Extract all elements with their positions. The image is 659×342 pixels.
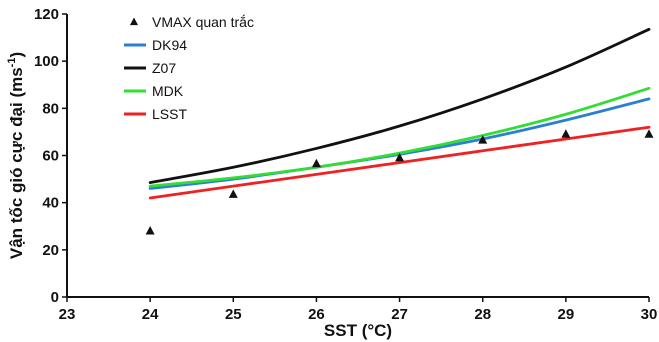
y-tick-label: 0 <box>51 289 59 306</box>
y-axis-title: Vận tốc gió cực đại (ms-1) <box>6 52 26 259</box>
y-tick-label: 80 <box>42 100 59 117</box>
y-ticks: 0 20 40 60 80 100 120 <box>34 6 67 306</box>
y-axis-title-close: ) <box>7 52 26 58</box>
y-tick-label: 120 <box>34 6 59 23</box>
points-layer <box>145 129 654 235</box>
y-axis-title-sup: -1 <box>6 58 18 68</box>
observed-vmax-point <box>228 189 238 198</box>
legend: VMAX quan trắc DK94 Z07 MDK LSST <box>124 14 254 122</box>
x-tick-label: 25 <box>225 306 242 323</box>
observed-vmax-point <box>145 225 155 235</box>
legend-label-z07: Z07 <box>152 60 176 76</box>
x-ticks: 23 24 25 26 27 28 29 30 <box>59 297 658 323</box>
x-tick-label: 26 <box>308 306 325 323</box>
observed-vmax-point <box>561 129 571 138</box>
x-axis-title: SST (°C) <box>324 321 392 340</box>
observed-vmax-point <box>478 135 488 144</box>
legend-label-dk94: DK94 <box>152 37 187 53</box>
series-layer <box>148 27 651 200</box>
series-line-lsst <box>148 125 651 200</box>
y-tick-label: 20 <box>42 242 59 259</box>
legend-label-lsst: LSST <box>152 106 187 122</box>
y-tick-label: 40 <box>42 195 59 212</box>
x-tick-label: 30 <box>641 306 658 323</box>
observed-vmax-point <box>395 152 405 162</box>
plot-area: 23 24 25 26 27 28 29 30 0 20 40 60 80 100 120 <box>34 6 657 323</box>
x-tick-label: 23 <box>59 306 76 323</box>
x-tick-label: 27 <box>391 306 408 323</box>
y-tick-label: 60 <box>42 148 59 165</box>
legend-label-mdk: MDK <box>152 83 184 99</box>
x-tick-label: 29 <box>558 306 575 323</box>
y-tick-label: 100 <box>34 53 59 70</box>
legend-marker-vmax <box>129 17 139 26</box>
series-line-z07 <box>148 27 651 185</box>
y-axis-title-main: Vận tốc gió cực đại (ms <box>7 67 26 259</box>
observed-vmax-point <box>644 129 654 138</box>
x-tick-label: 24 <box>142 306 159 323</box>
legend-label-vmax: VMAX quan trắc <box>152 14 254 30</box>
x-tick-label: 28 <box>474 306 491 323</box>
observed-vmax-point <box>311 158 321 168</box>
